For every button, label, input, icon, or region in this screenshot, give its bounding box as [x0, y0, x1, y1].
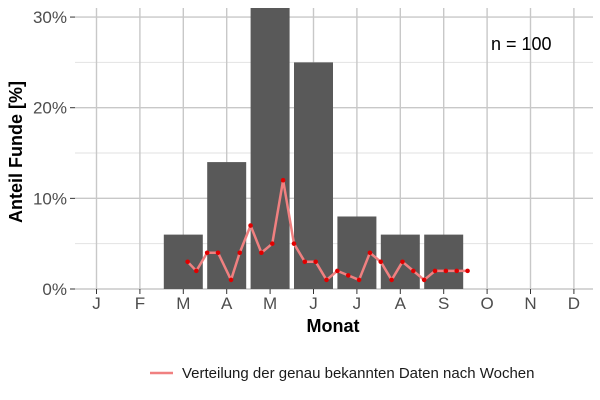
sample-size-annotation: n = 100	[491, 34, 552, 54]
bar	[424, 234, 464, 289]
bars	[163, 8, 464, 289]
weekly-point	[454, 268, 460, 274]
weekly-point	[378, 259, 384, 265]
weekly-point	[291, 241, 297, 246]
x-tick-label: D	[568, 294, 580, 313]
x-tick-label: M	[263, 294, 277, 313]
x-axis-title: Monat	[307, 316, 360, 336]
weekly-point	[432, 268, 438, 274]
weekly-point	[280, 177, 286, 183]
weekly-point	[269, 241, 275, 246]
x-tick-label: O	[480, 294, 493, 313]
y-tick-label: 20%	[33, 99, 67, 118]
y-axis-ticks: 0% 10% 20% 30%	[33, 8, 75, 299]
weekly-point	[389, 277, 394, 283]
x-tick-label: J	[92, 294, 101, 313]
legend-label: Verteilung der genau bekannten Daten nac…	[182, 365, 535, 382]
weekly-point	[185, 259, 190, 265]
weekly-point	[204, 250, 210, 256]
x-tick-label: A	[221, 294, 233, 313]
weekly-point	[421, 277, 427, 283]
weekly-point	[302, 259, 308, 265]
y-tick-label: 30%	[33, 8, 67, 27]
bar	[163, 234, 203, 289]
y-tick-label: 10%	[33, 189, 67, 208]
x-tick-label: M	[176, 294, 190, 313]
y-axis-title: Anteil Funde [%]	[6, 81, 26, 223]
weekly-point	[194, 268, 199, 274]
weekly-point	[248, 223, 253, 228]
weekly-point	[324, 277, 329, 283]
weekly-point	[237, 250, 243, 256]
weekly-point	[259, 250, 264, 256]
weekly-line	[185, 177, 470, 283]
x-tick-label: S	[438, 294, 449, 313]
weekly-point	[345, 273, 351, 278]
weekly-point	[215, 250, 221, 256]
bar	[294, 62, 333, 289]
x-tick-label: N	[524, 294, 536, 313]
weekly-point	[228, 277, 234, 283]
x-tick-label: J	[353, 294, 362, 313]
weekly-point	[465, 268, 470, 274]
weekly-point	[443, 268, 449, 274]
x-tick-label: A	[395, 294, 407, 313]
legend: Verteilung der genau bekannten Daten nac…	[150, 365, 535, 382]
weekly-point	[335, 268, 340, 274]
weekly-point	[367, 250, 373, 256]
x-tick-label: F	[135, 294, 145, 313]
x-tick-label: J	[309, 294, 318, 313]
weekly-point	[356, 277, 362, 283]
y-tick-label: 0%	[42, 280, 67, 299]
weekly-point	[313, 259, 318, 265]
bar	[207, 162, 247, 289]
weekly-point	[400, 259, 405, 265]
weekly-point	[411, 268, 416, 274]
